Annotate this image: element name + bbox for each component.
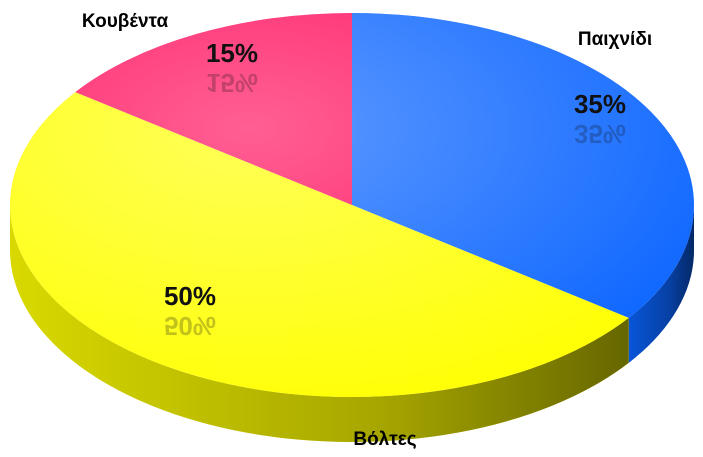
value-label-reflection: 50% (164, 311, 216, 341)
category-label: Βόλτες (353, 429, 416, 450)
value-label: 50% (164, 281, 216, 311)
slice-side-shade (628, 205, 694, 363)
value-label: 15% (206, 38, 258, 68)
value-label: 35% (574, 89, 626, 119)
value-label-reflection: 15% (206, 68, 258, 98)
category-label: Κουβέντα (82, 11, 169, 32)
shine (10, 13, 694, 397)
slice-side-shade (10, 205, 629, 443)
value-label-reflection: 35% (574, 119, 626, 149)
category-label: Παιχνίδι (578, 29, 652, 50)
